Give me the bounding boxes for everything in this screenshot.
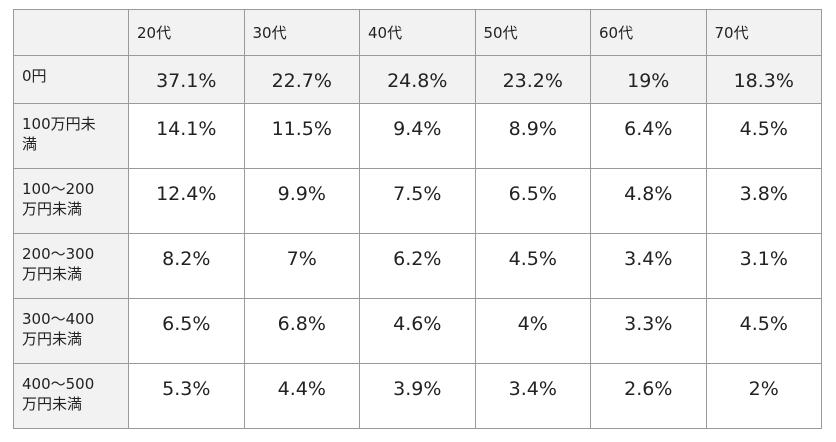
value-cell: 5.3% bbox=[128, 363, 245, 429]
table-row: 100～200 万円未満 12.4% 9.9% 7.5% 6.5% 4.8% 3.8% bbox=[13, 168, 822, 234]
table-row: 200～300 万円未満 8.2% 7% 6.2% 4.5% 3.4% 3.1% bbox=[13, 233, 822, 299]
table-body: 20代 30代 40代 50代 60代 70代 0円 37.1% 22.7% 24.8% 23.2%… bbox=[13, 9, 822, 429]
header-cell: 20代 bbox=[128, 9, 245, 56]
value-cell: 3.3% bbox=[590, 298, 707, 364]
header-cell: 60代 bbox=[590, 9, 707, 56]
value-cell: 3.4% bbox=[474, 363, 591, 429]
value-cell: 4% bbox=[474, 298, 591, 364]
header-cell: 70代 bbox=[705, 9, 822, 56]
table-row: 400～500 万円未満 5.3% 4.4% 3.9% 3.4% 2.6% 2% bbox=[13, 363, 822, 429]
value-cell: 4.5% bbox=[705, 103, 822, 169]
row-label-line: 万円未満 bbox=[22, 200, 83, 218]
header-cell: 50代 bbox=[474, 9, 591, 56]
value-cell: 4.5% bbox=[705, 298, 822, 364]
row-label: 400～500 万円未満 bbox=[13, 363, 129, 429]
header-cell: 30代 bbox=[243, 9, 360, 56]
row-label: 200～300 万円未満 bbox=[13, 233, 129, 299]
value-cell: 3.4% bbox=[590, 233, 707, 299]
value-cell: 4.4% bbox=[243, 363, 360, 429]
row-label: 300～400 万円未満 bbox=[13, 298, 129, 364]
table-row: 300～400 万円未満 6.5% 6.8% 4.6% 4% 3.3% 4.5% bbox=[13, 298, 822, 364]
row-label-line: 200～300 bbox=[22, 245, 95, 263]
header-cell bbox=[13, 9, 129, 56]
table-row: 0円 37.1% 22.7% 24.8% 23.2% 19% 18.3% bbox=[13, 55, 822, 104]
value-cell: 9.4% bbox=[359, 103, 476, 169]
value-cell: 9.9% bbox=[243, 168, 360, 234]
value-cell: 2.6% bbox=[590, 363, 707, 429]
value-cell: 4.8% bbox=[590, 168, 707, 234]
header-cell: 40代 bbox=[359, 9, 476, 56]
value-cell: 11.5% bbox=[243, 103, 360, 169]
row-label: 100～200 万円未満 bbox=[13, 168, 129, 234]
row-label-line: 万円未満 bbox=[22, 330, 83, 348]
header-row: 20代 30代 40代 50代 60代 70代 bbox=[13, 9, 822, 56]
table-row: 100万円未満 14.1% 11.5% 9.4% 8.9% 6.4% 4.5% bbox=[13, 103, 822, 169]
value-cell: 8.9% bbox=[474, 103, 591, 169]
value-cell: 4.5% bbox=[474, 233, 591, 299]
value-cell: 24.8% bbox=[359, 55, 476, 104]
value-cell: 6.4% bbox=[590, 103, 707, 169]
value-cell: 2% bbox=[705, 363, 822, 429]
value-cell: 4.6% bbox=[359, 298, 476, 364]
value-cell: 23.2% bbox=[474, 55, 591, 104]
value-cell: 3.8% bbox=[705, 168, 822, 234]
data-table: 20代 30代 40代 50代 60代 70代 0円 37.1% 22.7% 24.8% 23.2%… bbox=[13, 9, 822, 429]
row-label: 100万円未満 bbox=[13, 103, 129, 169]
value-cell: 6.5% bbox=[474, 168, 591, 234]
value-cell: 22.7% bbox=[243, 55, 360, 104]
value-cell: 3.9% bbox=[359, 363, 476, 429]
value-cell: 12.4% bbox=[128, 168, 245, 234]
value-cell: 7% bbox=[243, 233, 360, 299]
value-cell: 6.5% bbox=[128, 298, 245, 364]
row-label: 0円 bbox=[13, 55, 129, 104]
row-label-line: 300～400 bbox=[22, 310, 95, 328]
row-label-line: 万円未満 bbox=[22, 395, 83, 413]
row-label-line: 100万円未満 bbox=[22, 115, 96, 153]
row-label-line: 100～200 bbox=[22, 180, 95, 198]
value-cell: 6.8% bbox=[243, 298, 360, 364]
value-cell: 3.1% bbox=[705, 233, 822, 299]
value-cell: 18.3% bbox=[705, 55, 822, 104]
value-cell: 8.2% bbox=[128, 233, 245, 299]
value-cell: 19% bbox=[590, 55, 707, 104]
row-label-line: 0円 bbox=[22, 67, 47, 85]
row-label-line: 万円未満 bbox=[22, 265, 83, 283]
value-cell: 7.5% bbox=[359, 168, 476, 234]
row-label-line: 400～500 bbox=[22, 375, 95, 393]
value-cell: 6.2% bbox=[359, 233, 476, 299]
value-cell: 37.1% bbox=[128, 55, 245, 104]
value-cell: 14.1% bbox=[128, 103, 245, 169]
